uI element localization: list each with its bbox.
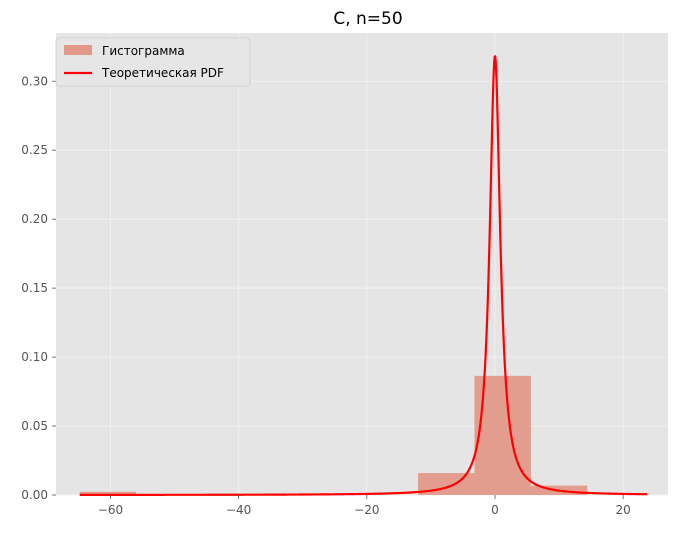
y-tick-label: 0.30 [21, 74, 48, 88]
legend-hist-swatch [64, 45, 92, 55]
y-tick-label: 0.15 [21, 281, 48, 295]
x-tick-label: 20 [616, 503, 631, 517]
pdf-curve [79, 55, 649, 496]
x-axis-ticks: −60 −40 −20 0 20 [98, 495, 631, 517]
y-tick-label: 0.10 [21, 350, 48, 364]
legend: Гистограмма Теоретическая PDF [55, 37, 251, 87]
legend-box [55, 37, 251, 87]
y-axis-ticks: 0.00 0.05 0.10 0.15 0.20 0.25 0.30 [21, 74, 56, 502]
x-tick-label: −60 [98, 503, 123, 517]
y-tick-label: 0.20 [21, 212, 48, 226]
chart-title: C, n=50 [333, 9, 402, 29]
plot-background [56, 33, 668, 495]
legend-hist-label: Гистограмма [102, 44, 185, 58]
histogram-bar [79, 491, 137, 495]
x-tick-label: 0 [491, 503, 499, 517]
legend-pdf-label: Теоретическая PDF [101, 66, 224, 80]
x-tick-label: −40 [226, 503, 251, 517]
grid [56, 33, 668, 496]
y-tick-label: 0.25 [21, 143, 48, 157]
y-tick-label: 0.05 [21, 419, 48, 433]
pdf-curve-group [79, 55, 649, 496]
y-tick-label: 0.00 [21, 488, 48, 502]
x-tick-label: −20 [354, 503, 379, 517]
